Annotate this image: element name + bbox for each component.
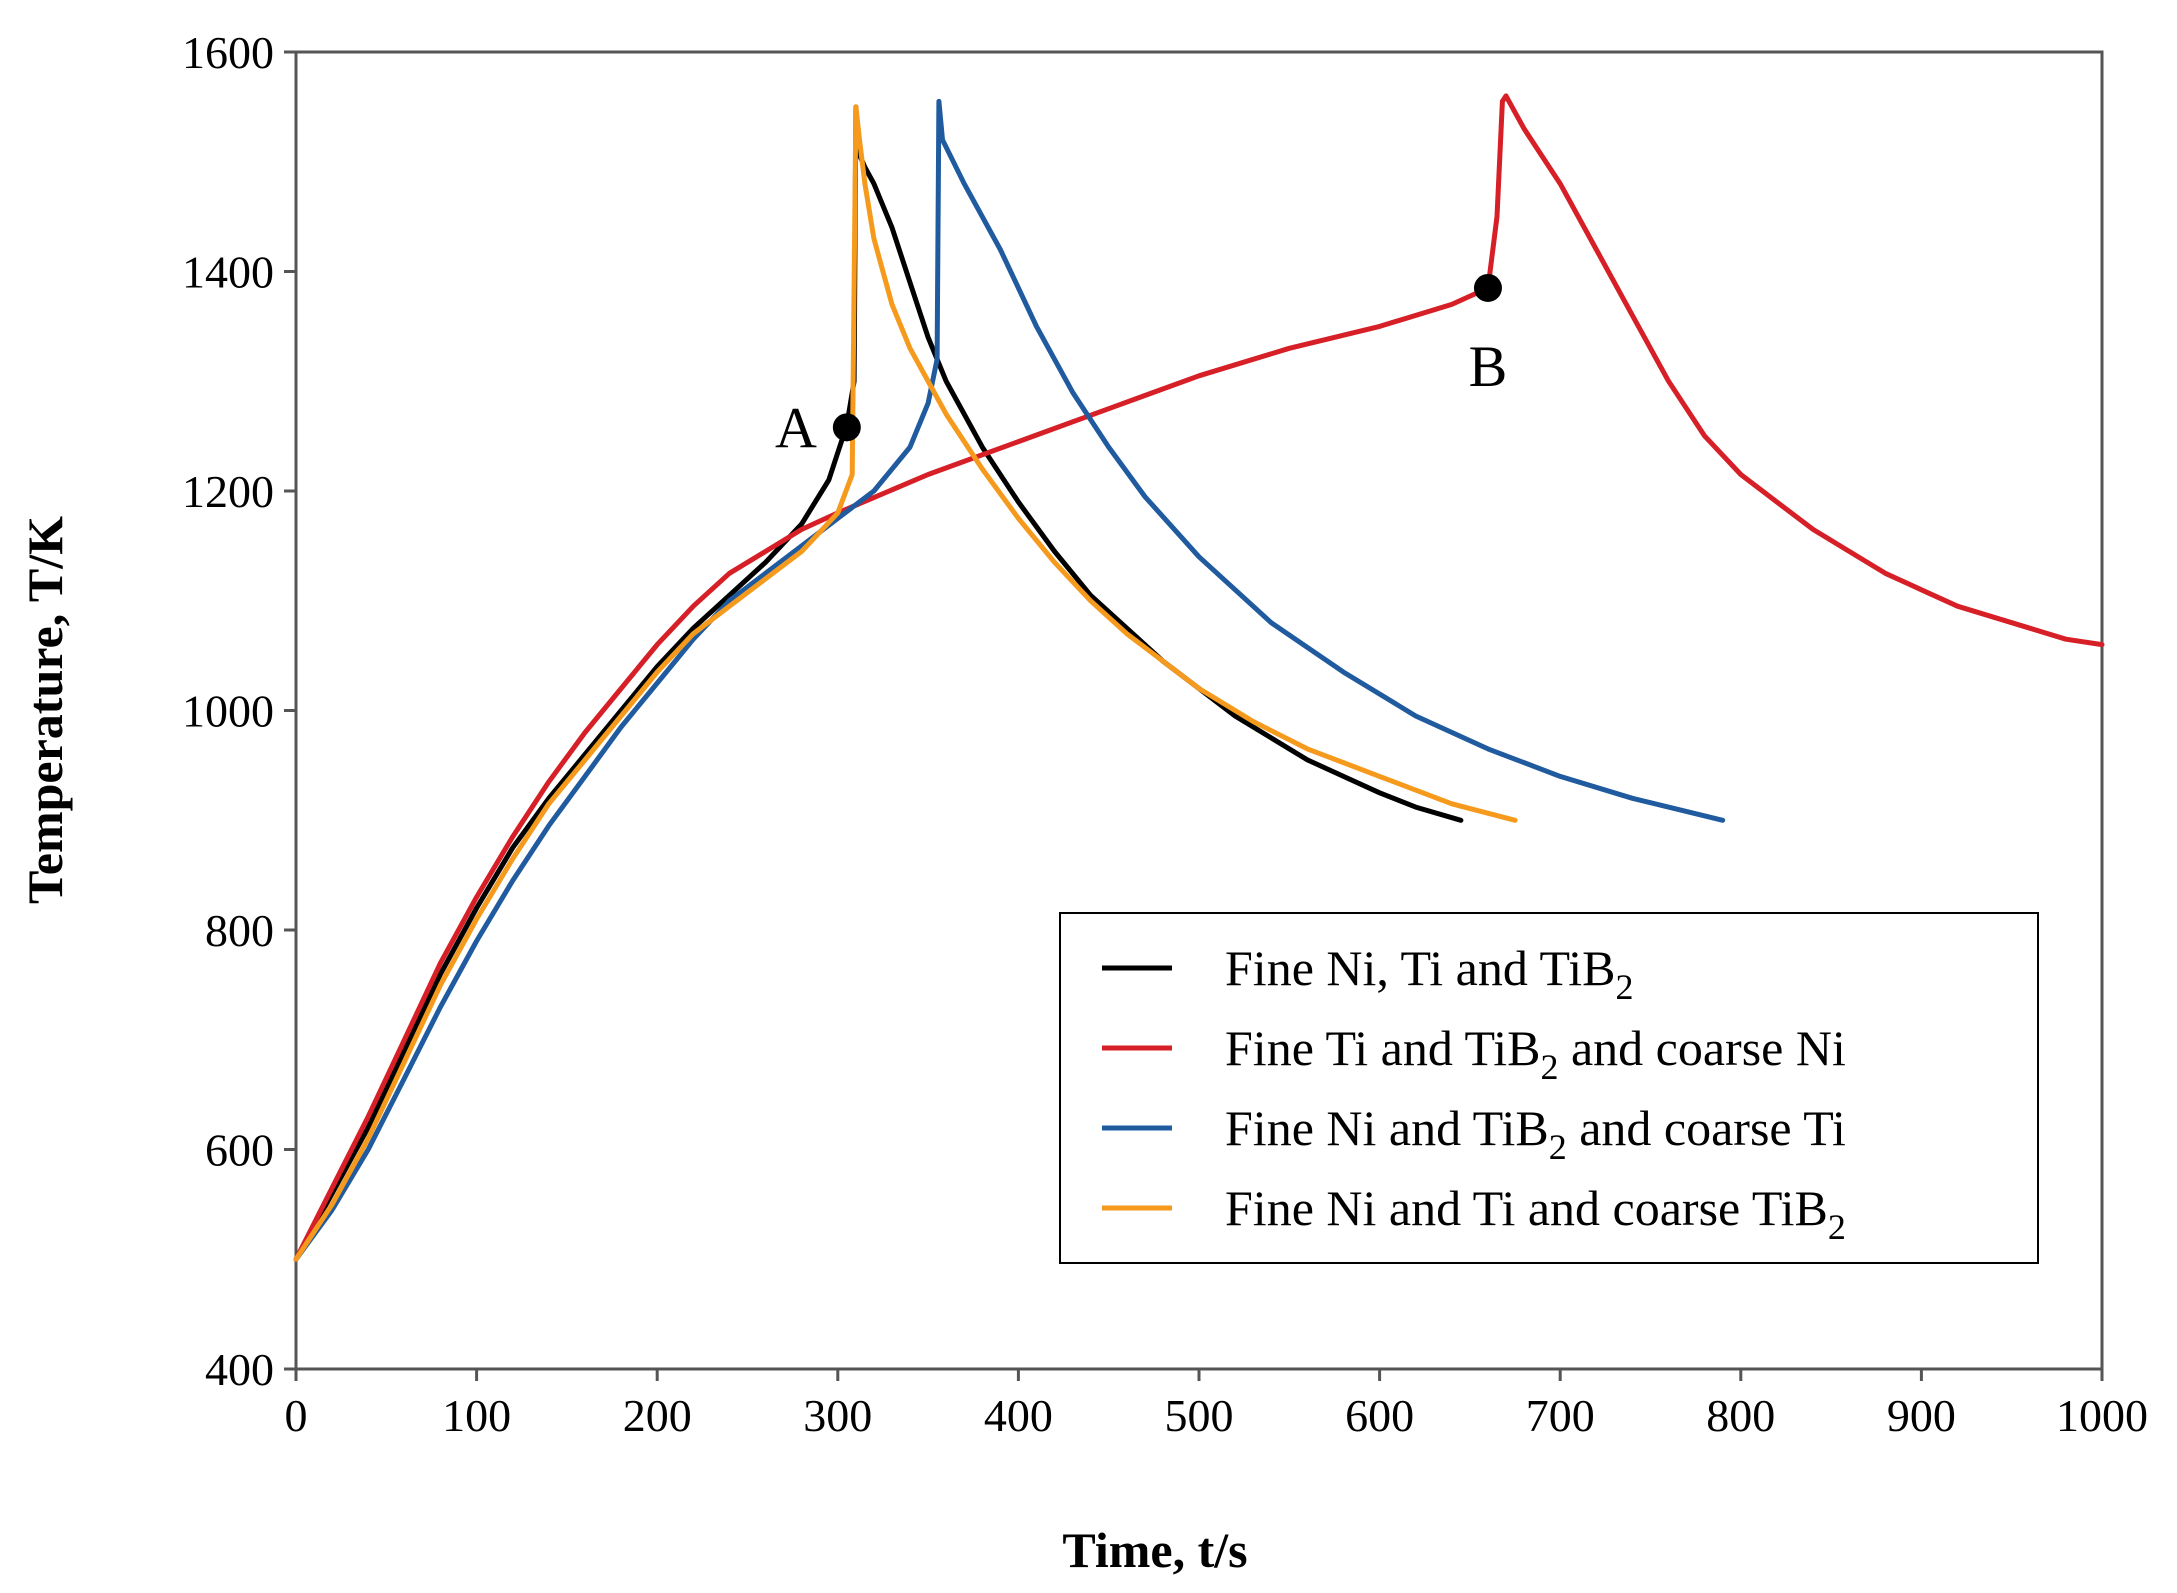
x-tick-label: 1000 xyxy=(2056,1390,2148,1441)
x-tick-label: 500 xyxy=(1165,1390,1234,1441)
annotation-label-A: A xyxy=(775,395,817,460)
x-axis-ticks: 0 100 200 300 400 500 600 700 800 900 1000 xyxy=(285,1369,2148,1441)
x-axis-title: Time, t/s xyxy=(1062,1522,1247,1578)
x-tick-label: 700 xyxy=(1526,1390,1595,1441)
legend-label-main: Fine Ni and Ti and coarse TiB xyxy=(1225,1180,1828,1236)
annotation-label-B: B xyxy=(1469,334,1508,399)
y-tick-label: 1600 xyxy=(182,27,274,78)
y-axis-ticks: 400 600 800 1000 1200 1400 1600 xyxy=(182,27,296,1395)
legend-label-3: Fine Ni and TiB2 and coarse Ti xyxy=(1225,1100,1846,1167)
x-tick-label: 100 xyxy=(442,1390,511,1441)
x-tick-label: 400 xyxy=(984,1390,1053,1441)
x-tick-label: 0 xyxy=(285,1390,308,1441)
legend-label-4: Fine Ni and Ti and coarse TiB2 xyxy=(1225,1180,1846,1247)
x-tick-label: 200 xyxy=(623,1390,692,1441)
legend-label-1: Fine Ni, Ti and TiB2 xyxy=(1225,940,1633,1007)
legend-label-subscript: 2 xyxy=(1549,1127,1567,1167)
legend-label-tail: and coarse Ti xyxy=(1567,1100,1846,1156)
legend-label-main: Fine Ti and TiB xyxy=(1225,1020,1540,1076)
annotation-marker-B xyxy=(1473,273,1502,302)
x-tick-label: 800 xyxy=(1706,1390,1775,1441)
legend-label-subscript: 2 xyxy=(1540,1047,1558,1087)
series-line-2 xyxy=(293,93,2105,1262)
series-group xyxy=(293,93,2105,1262)
legend-box xyxy=(1059,912,2039,1264)
y-tick-label: 800 xyxy=(205,905,274,956)
legend-label-tail: and coarse Ni xyxy=(1558,1020,1845,1076)
x-tick-label: 900 xyxy=(1887,1390,1956,1441)
legend-label-subscript: 2 xyxy=(1828,1207,1846,1247)
y-tick-label: 400 xyxy=(205,1344,274,1395)
series-line-3 xyxy=(293,98,1726,1262)
series-line-4 xyxy=(293,104,1518,1262)
y-axis-title: Temperature, T/K xyxy=(17,516,73,904)
y-tick-label: 1000 xyxy=(182,686,274,737)
x-tick-label: 600 xyxy=(1345,1390,1414,1441)
y-tick-label: 1400 xyxy=(182,247,274,298)
y-tick-label: 1200 xyxy=(182,466,274,517)
y-tick-label: 600 xyxy=(205,1125,274,1176)
legend-label-subscript: 2 xyxy=(1615,967,1633,1007)
x-tick-label: 300 xyxy=(803,1390,872,1441)
legend-label-main: Fine Ni, Ti and TiB xyxy=(1225,940,1615,996)
legend-label-2: Fine Ti and TiB2 and coarse Ni xyxy=(1225,1020,1846,1087)
legend-label-main: Fine Ni and TiB xyxy=(1225,1100,1549,1156)
annotation-group: AB xyxy=(775,273,1508,460)
annotation-marker-A xyxy=(832,413,861,442)
